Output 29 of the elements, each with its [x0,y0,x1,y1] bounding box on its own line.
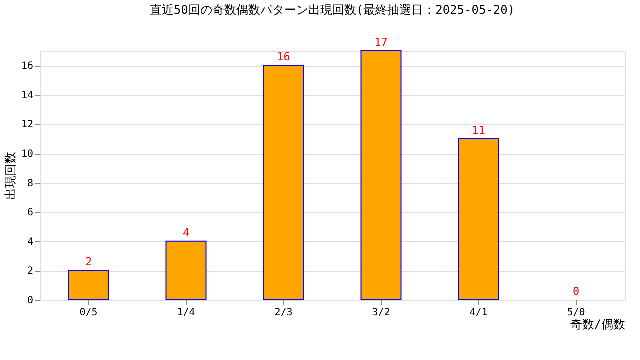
data-label: 2 [85,256,92,269]
x-tick-label: 0/5 [80,308,98,318]
x-tick-label: 4/1 [470,308,488,318]
y-tick-label: 10 [21,149,34,160]
x-tick-label: 1/4 [177,308,196,318]
x-tick-label: 2/3 [274,308,293,318]
data-label: 17 [374,36,388,49]
y-tick-label: 12 [21,120,34,131]
data-label: 16 [277,50,290,64]
bar [458,138,500,300]
y-tick-label: 0 [27,296,34,306]
bar [166,240,207,300]
x-axis-title: 奇数/偶数 [570,318,626,332]
bar [360,50,402,300]
y-tick-label: 4 [27,236,34,248]
y-tick-label: 16 [21,61,34,72]
y-tick-label: 8 [27,178,34,190]
y-tick-label: 14 [21,90,34,102]
y-tick-label: 2 [27,266,34,278]
chart-title: 直近50回の奇数偶数パターン出現回数(最終抽選日：2025-05-20) [150,3,516,17]
x-tick-label: 5/0 [567,308,586,318]
data-label: 4 [182,226,190,240]
x-tick-label: 3/2 [372,308,390,318]
y-axis-title: 出現回数 [3,152,18,200]
bar [68,270,110,300]
bar [263,65,304,300]
y-tick-label: 6 [27,208,34,219]
data-label: 11 [472,124,486,137]
data-label: 0 [572,285,580,298]
